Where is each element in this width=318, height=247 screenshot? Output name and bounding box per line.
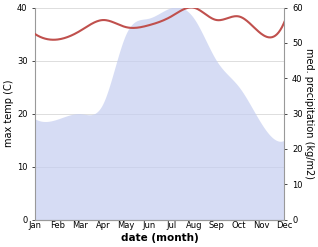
Y-axis label: max temp (C): max temp (C) [4,80,14,147]
X-axis label: date (month): date (month) [121,233,199,243]
Y-axis label: med. precipitation (kg/m2): med. precipitation (kg/m2) [304,48,314,179]
